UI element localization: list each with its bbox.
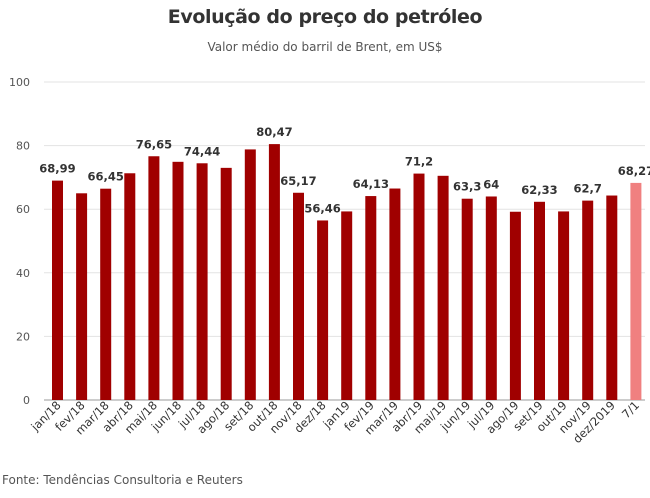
data-labels: 68,99 66,45 76,65 74,44 80,47 65,17 56,46 64,13…	[39, 125, 650, 215]
bars	[52, 144, 642, 400]
bar	[317, 220, 329, 400]
bar	[124, 173, 136, 400]
data-label: 65,17	[280, 174, 316, 188]
bar	[630, 182, 642, 400]
y-tick-label: 60	[16, 203, 30, 216]
bar	[389, 188, 401, 400]
bar	[293, 192, 304, 400]
bar	[485, 196, 497, 400]
y-axis-ticks: 0 20 40 60 80 100	[9, 76, 30, 407]
bar	[437, 175, 449, 400]
data-label: 71,2	[405, 155, 433, 169]
bar	[148, 156, 160, 400]
data-label: 68,99	[39, 162, 75, 176]
data-label: 56,46	[304, 201, 340, 215]
data-label: 68,27	[618, 164, 650, 178]
data-label: 63,3	[453, 180, 481, 194]
bar	[509, 211, 521, 400]
bar	[461, 198, 473, 400]
bar	[582, 200, 594, 400]
y-tick-label: 0	[23, 394, 30, 407]
chart-subtitle: Valor médio do barril de Brent, em US$	[207, 40, 443, 54]
bar	[534, 201, 545, 400]
bar	[196, 163, 208, 400]
bar	[220, 167, 232, 400]
chart-title: Evolução do preço do petróleo	[167, 6, 483, 28]
data-label: 66,45	[88, 170, 124, 184]
bar	[558, 211, 570, 400]
bar	[341, 211, 353, 400]
data-label: 74,44	[184, 144, 220, 158]
y-tick-label: 80	[16, 140, 30, 153]
data-label: 80,47	[256, 125, 292, 139]
bar	[100, 188, 112, 400]
bar	[268, 144, 280, 400]
data-label: 76,65	[136, 137, 172, 151]
data-label: 64	[483, 177, 499, 191]
y-tick-label: 100	[9, 76, 30, 89]
bar-chart: 0 20 40 60 80 100 68,99 66,45 76,65 74,44 80,47 65…	[9, 76, 650, 446]
bar	[606, 195, 618, 400]
y-tick-label: 20	[16, 330, 30, 343]
bar	[52, 180, 63, 400]
bar	[244, 149, 256, 400]
bar	[365, 196, 377, 400]
x-axis-labels: jan/18fev/18mar/18abr/18mai/18jun/18jul/…	[28, 398, 642, 446]
data-label: 64,13	[353, 177, 389, 191]
source-note: Fonte: Tendências Consultoria e Reuters	[2, 473, 243, 487]
data-label: 62,7	[574, 182, 602, 196]
bar	[172, 161, 184, 400]
bar	[413, 173, 425, 400]
x-tick-label: 7/1	[619, 398, 642, 421]
data-label: 62,33	[521, 183, 557, 197]
bar	[76, 193, 88, 400]
y-tick-label: 40	[16, 267, 30, 280]
